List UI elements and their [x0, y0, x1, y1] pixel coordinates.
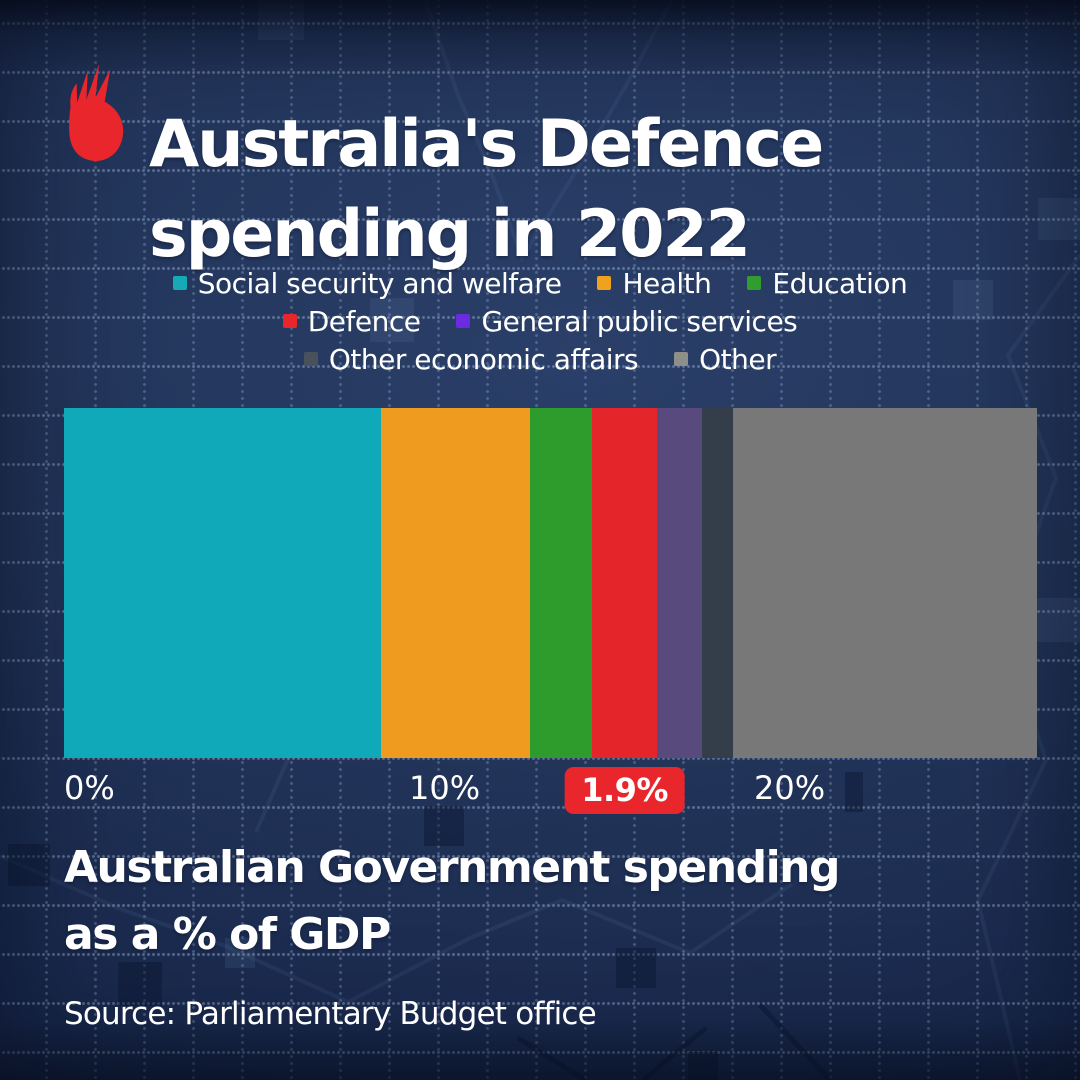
chart-caption: Australian Government spending as a % of…: [64, 834, 1004, 968]
page-title: Australia's Defence spending in 2022: [149, 100, 1029, 280]
caption-line-2: as a % of GDP: [64, 909, 391, 960]
legend-label: General public services: [481, 304, 798, 338]
bar-segment-general-public-services: [657, 408, 703, 758]
legend-label: Other: [699, 342, 777, 376]
bar-segment-other-economic-affairs: [702, 408, 734, 758]
legend-swatch-icon: [747, 276, 762, 290]
legend-row-3: Other economic affairs Other: [0, 340, 1080, 378]
legend-swatch-icon: [303, 352, 318, 366]
legend-label: Defence: [307, 304, 421, 338]
legend-label: Health: [622, 266, 712, 300]
logo-flame-shape: [69, 64, 124, 161]
legend-swatch-icon: [172, 276, 187, 290]
legend-swatch-icon: [456, 314, 471, 328]
defence-value-badge: 1.9%: [564, 767, 685, 814]
legend-row-1: Social security and welfare Health Educati…: [0, 264, 1080, 302]
legend-swatch-icon: [597, 276, 612, 290]
legend-item-other-economic-affairs: Other economic affairs: [303, 342, 639, 376]
bar-segment-health: [381, 408, 530, 758]
legend-item-general-public-services: General public services: [456, 304, 798, 338]
sbs-mercury-logo-icon: [69, 64, 124, 161]
bar-segment-social-security-and-welfare: [64, 408, 382, 758]
bar-segment-other: [733, 408, 1037, 758]
title-line-1: Australia's Defence: [149, 106, 824, 182]
legend-item-defence: Defence: [282, 304, 421, 338]
chart-legend: Social security and welfare Health Educati…: [0, 264, 1080, 378]
legend-label: Education: [772, 266, 908, 300]
legend-label: Social security and welfare: [197, 266, 562, 300]
source-attribution: Source: Parliamentary Budget office: [64, 996, 597, 1032]
legend-swatch-icon: [282, 314, 297, 328]
x-axis: 0% 10% 20%: [0, 769, 1080, 815]
x-axis-tick-10-: 10%: [409, 769, 481, 807]
x-axis-tick-20-: 20%: [754, 769, 826, 807]
legend-row-2: Defence General public services: [0, 302, 1080, 340]
bar-segment-education: [529, 408, 592, 758]
legend-item-health: Health: [597, 266, 712, 300]
stacked-bar: [64, 408, 1044, 758]
legend-swatch-icon: [674, 352, 689, 366]
legend-item-other: Other: [674, 342, 777, 376]
caption-line-1: Australian Government spending: [64, 842, 841, 893]
x-axis-tick-0-: 0%: [64, 769, 115, 807]
legend-item-social-security-and-welfare: Social security and welfare: [172, 266, 562, 300]
legend-label: Other economic affairs: [328, 342, 639, 376]
legend-item-education: Education: [747, 266, 908, 300]
bar-segment-defence: [591, 408, 658, 758]
